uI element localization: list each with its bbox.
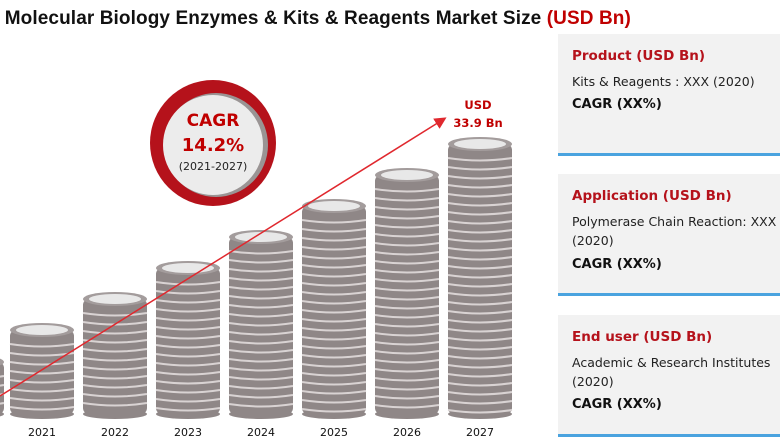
coin-stack-2022	[82, 292, 148, 419]
coin-stack-partial	[0, 358, 5, 417]
year-label-2026: 2026	[393, 426, 421, 439]
card-text: Academic & Research Institutes	[572, 355, 771, 370]
year-label-2022: 2022	[101, 426, 129, 439]
year-label-2025: 2025	[320, 426, 348, 439]
coin-stack-2027	[447, 137, 513, 419]
year-labels: 2021 2022 2023 2024 2025 2026 2027	[28, 426, 494, 439]
application-card: Application (USD Bn) Polymerase Chain Re…	[558, 174, 780, 296]
card-cagr: CAGR (XX%)	[572, 397, 662, 412]
coin-stack-2023	[155, 261, 221, 419]
card-text: Polymerase Chain Reaction: XXX	[572, 214, 777, 229]
coin-stacks	[0, 137, 513, 419]
card-text-year: (2020)	[572, 233, 614, 248]
cagr-value: 14.2%	[182, 135, 244, 156]
cagr-badge: CAGR 14.2% (2021-2027)	[150, 80, 276, 206]
card-cagr: CAGR (XX%)	[572, 257, 662, 272]
title-unit: (USD Bn)	[546, 8, 631, 29]
card-text-year: (2020)	[572, 374, 614, 389]
card-cagr: CAGR (XX%)	[572, 97, 662, 112]
year-label-2027: 2027	[466, 426, 494, 439]
coin-stack-2021	[9, 323, 75, 419]
year-label-2024: 2024	[247, 426, 275, 439]
card-text: Kits & Reagents : XXX (2020)	[572, 74, 755, 89]
coin-stack-2026	[374, 168, 440, 419]
market-chart: 2021 2022 2023 2024 2025 2026 2027 USD 33.9 Bn…	[0, 80, 513, 439]
page-title: l Molecular Biology Enzymes & Kits & Rea…	[0, 8, 631, 30]
coin-stack-2025	[301, 199, 367, 419]
product-card: Product (USD Bn) Kits & Reagents : XXX (…	[558, 34, 780, 156]
cagr-period: (2021-2027)	[179, 160, 248, 173]
trend-arrow	[0, 117, 447, 397]
end-user-card: End user (USD Bn) Academic & Research In…	[558, 315, 780, 437]
title-text: l Molecular Biology Enzymes & Kits & Rea…	[0, 8, 547, 29]
coin-stack-2024	[228, 230, 294, 419]
card-heading: Application (USD Bn)	[572, 188, 732, 204]
year-label-2021: 2021	[28, 426, 56, 439]
end-label-line2: 33.9 Bn	[453, 116, 502, 130]
year-label-2023: 2023	[174, 426, 202, 439]
cagr-label: CAGR	[187, 111, 240, 131]
card-heading: End user (USD Bn)	[572, 329, 713, 345]
end-label-line1: USD	[464, 98, 491, 112]
card-heading: Product (USD Bn)	[572, 48, 706, 64]
